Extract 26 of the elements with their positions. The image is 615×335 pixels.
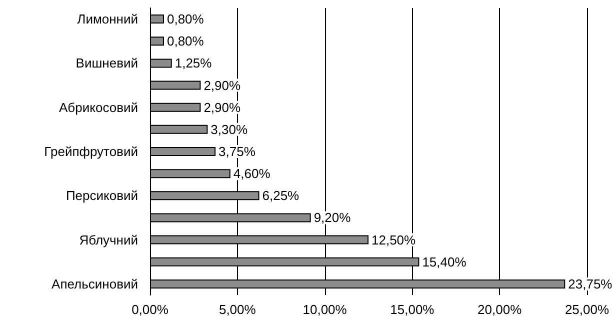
data-label: 23,75% <box>568 276 613 292</box>
y-tick-label: Яблучний <box>79 232 138 248</box>
data-label: 2,90% <box>204 100 241 115</box>
x-tick-label: 25,00% <box>564 302 610 317</box>
x-tick-label: 5,00% <box>218 302 256 317</box>
data-label: 0,80% <box>166 34 204 49</box>
data-label: 4,60% <box>233 166 271 182</box>
data-label: 3,30% <box>210 122 248 137</box>
x-tick-label: 0,00% <box>132 302 169 317</box>
data-label: 9,20% <box>314 210 352 226</box>
x-tick-label: 20,00% <box>478 302 522 317</box>
data-label: 12,50% <box>372 232 416 248</box>
y-tick-label: Абрикосовий <box>59 100 138 115</box>
data-label: 3,75% <box>218 144 256 159</box>
x-tick-label: 15,00% <box>390 302 435 317</box>
data-label: 1,25% <box>174 56 212 71</box>
y-tick-label: Грейпфрутовий <box>44 144 138 159</box>
data-label: 2,90% <box>204 78 241 93</box>
data-label: 6,25% <box>262 188 300 204</box>
data-label: 15,40% <box>422 254 467 270</box>
y-tick-label: Лимонний <box>77 12 138 27</box>
data-label: 0,80% <box>166 12 204 27</box>
y-tick-label: Персиковий <box>66 188 138 204</box>
x-tick-label: 10,00% <box>302 302 348 317</box>
y-tick-label: Апельсиновий <box>52 276 138 292</box>
y-tick-label: Вишневий <box>76 56 138 71</box>
